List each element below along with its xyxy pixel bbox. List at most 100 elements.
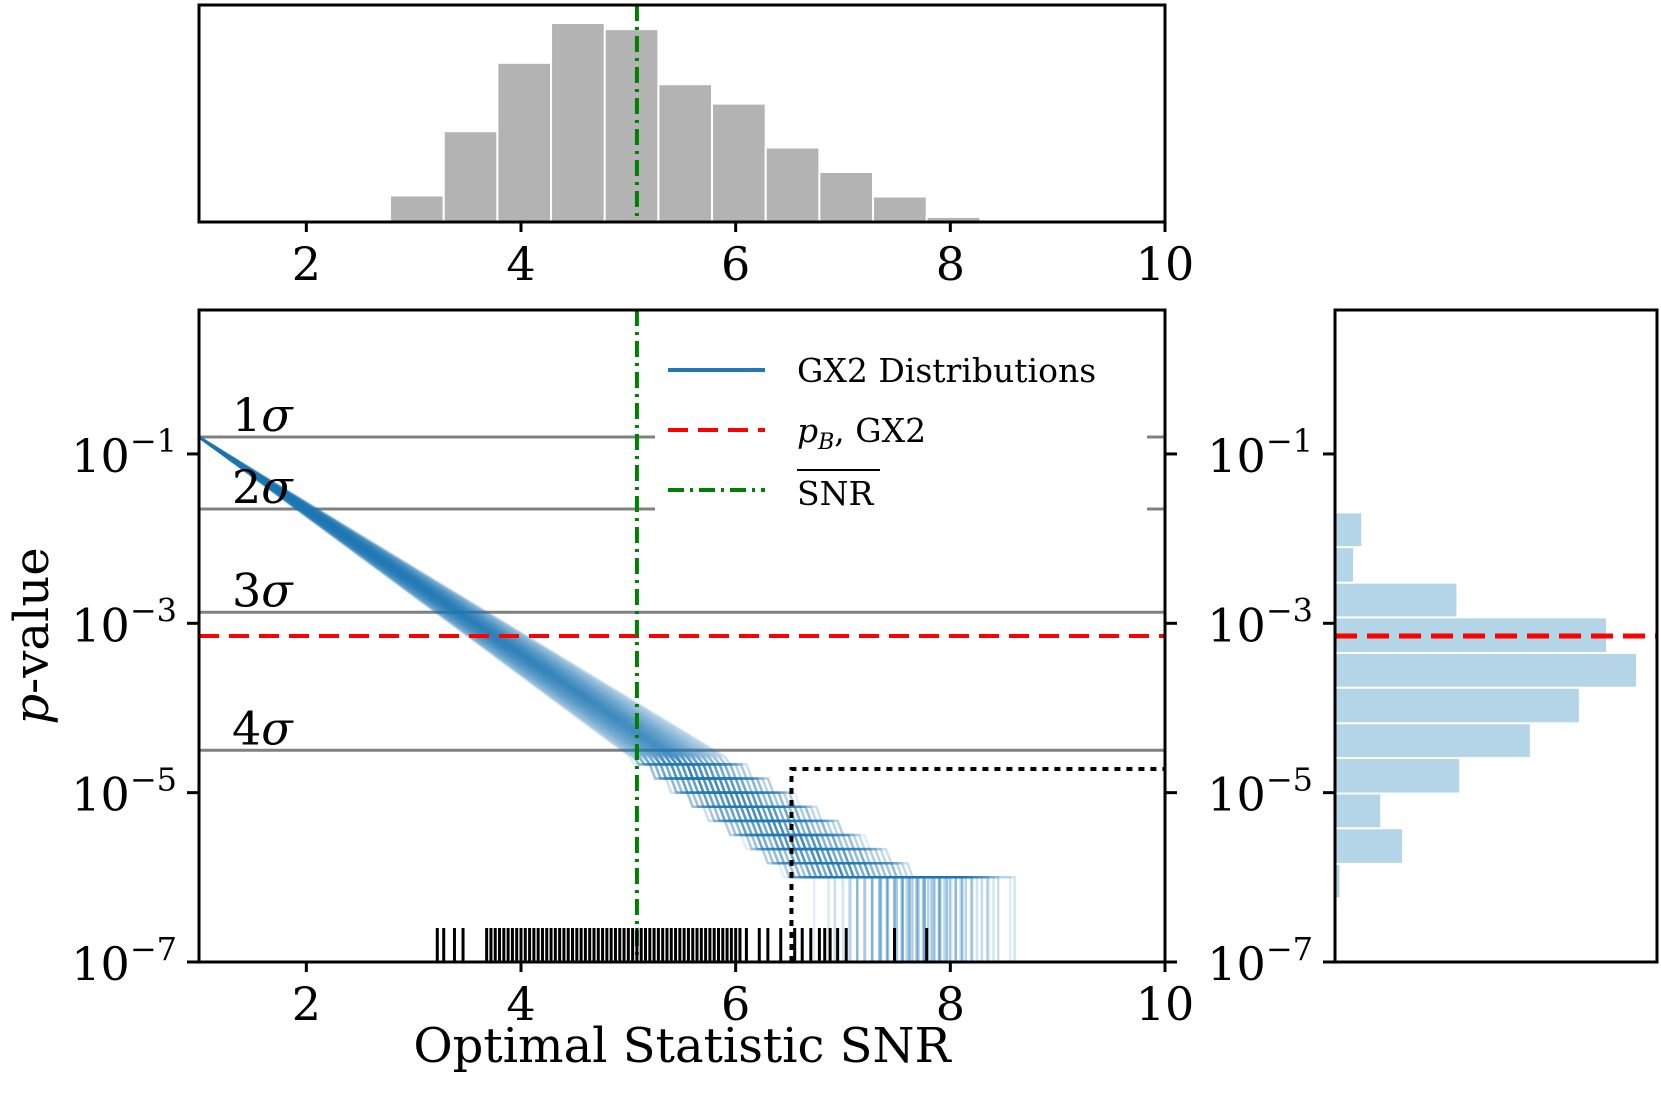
- gx2-curve: [199, 435, 984, 962]
- gx2-curve: [199, 435, 867, 962]
- main-x-tick-label: 8: [936, 977, 965, 1031]
- main-y-tick-label: 10−7: [71, 930, 177, 991]
- gx2-curve: [199, 435, 896, 962]
- right-axes-frame: [1333, 308, 1659, 964]
- right-histogram-bar: [1334, 546, 1356, 584]
- gx2-curve: [199, 435, 859, 962]
- gx2-curve: [199, 435, 946, 962]
- top-histogram-bar: [764, 146, 821, 223]
- gx2-curve: [199, 435, 911, 962]
- gx2-curve: [199, 435, 964, 962]
- top-histogram-bar: [496, 61, 553, 223]
- legend: GX2 Distributions pB, GX2 SNR: [655, 335, 1147, 513]
- sigma-symbol: σ: [261, 460, 294, 514]
- right-y-tick-label: 10−5: [1207, 761, 1313, 822]
- legend-snr-label: SNR: [797, 474, 874, 513]
- gx2-curve: [199, 435, 941, 962]
- sigma-number: 2: [232, 460, 261, 514]
- gx2-curve: [199, 435, 952, 962]
- gx2-curve: [199, 435, 903, 962]
- gx2-curve: [199, 435, 958, 962]
- tick-base: 10: [71, 598, 130, 652]
- main-x-tick-label: 4: [506, 977, 535, 1031]
- gx2-curve: [199, 435, 962, 962]
- gx2-curve: [199, 435, 874, 962]
- y-axis-label: p-value: [4, 547, 60, 724]
- gx2-curve: [199, 435, 925, 962]
- gx2-curve: [199, 435, 919, 962]
- gx2-curve: [199, 435, 936, 962]
- gx2-curve: [199, 435, 909, 962]
- gx2-curve: [199, 435, 995, 962]
- gx2-curve: [199, 435, 933, 962]
- gx2-curve: [199, 435, 816, 962]
- main-y-tick-label: 10−3: [71, 591, 177, 652]
- gx2-curve: [199, 435, 851, 962]
- top-x-tick-label: 4: [506, 237, 535, 291]
- gx2-curve: [199, 435, 991, 962]
- gx2-curve: [199, 435, 889, 962]
- gx2-curve: [199, 435, 941, 962]
- legend-gx2-label: GX2 Distributions: [797, 351, 1096, 390]
- right-histogram-bar: [1334, 511, 1364, 549]
- top-histogram-panel: 2 4 6 8 10: [197, 3, 1195, 291]
- gx2-curve: [199, 435, 1000, 962]
- legend-mask: [655, 335, 1147, 513]
- snr-rug-marks: [435, 928, 929, 962]
- gx2-curve: [199, 435, 853, 962]
- gx2-curve: [199, 435, 898, 962]
- top-histogram-bar: [389, 194, 445, 223]
- top-x-tick-label: 8: [936, 237, 965, 291]
- y-label-p: p: [4, 694, 60, 725]
- right-histogram-bar: [1334, 651, 1638, 689]
- tick-base: 10: [71, 429, 130, 483]
- gx2-curve: [199, 435, 845, 962]
- gx2-curve: [199, 435, 989, 962]
- x-axis-label: Optimal Statistic SNR: [413, 1018, 952, 1074]
- tick-exponent: −1: [130, 422, 177, 460]
- gx2-curve: [199, 435, 882, 962]
- top-histogram-bar: [711, 102, 767, 223]
- tick-base: 10: [1207, 937, 1266, 991]
- main-y-tick-label: 10−5: [71, 761, 177, 822]
- gx2-curve: [199, 435, 874, 962]
- tick-exponent: −5: [1266, 761, 1313, 799]
- sigma-symbol: σ: [261, 563, 294, 617]
- right-histogram-bar: [1334, 827, 1405, 865]
- tick-exponent: −3: [130, 591, 177, 629]
- sigma-number: 3: [232, 563, 261, 617]
- gx2-curve: [199, 435, 914, 962]
- gx2-curve: [199, 435, 968, 962]
- gx2-curve: [199, 435, 930, 962]
- right-histogram-bar: [1334, 792, 1383, 830]
- legend-pb-rest: , GX2: [834, 411, 926, 450]
- main-y-ticks: 10−110−310−510−7: [71, 422, 1177, 991]
- top-axes-frame: [197, 3, 1167, 224]
- gx2-curve: [199, 435, 866, 962]
- tick-base: 10: [1207, 598, 1266, 652]
- top-histogram-bar: [603, 28, 660, 223]
- tick-base: 10: [71, 937, 130, 991]
- right-histogram-bar: [1334, 756, 1462, 795]
- gx2-distribution-curves: [199, 435, 1016, 962]
- top-x-ticks: 2 4 6 8 10: [292, 222, 1195, 291]
- legend-pb-label: pB, GX2: [797, 411, 926, 455]
- sigma-symbol: σ: [261, 701, 294, 755]
- tick-base: 10: [71, 768, 130, 822]
- main-x-tick-label: 10: [1136, 977, 1195, 1031]
- sigma-label: 1σ: [232, 388, 294, 442]
- gx2-curve: [199, 435, 953, 962]
- gx2-curve: [199, 435, 890, 962]
- threshold-dotted-line: [789, 766, 1165, 962]
- top-x-tick-label: 10: [1136, 237, 1195, 291]
- main-x-ticks: 2 4 6 8 10: [292, 962, 1195, 1031]
- right-histogram-panel: 10−110−310−510−7: [1207, 308, 1659, 991]
- right-histogram-bar: [1334, 722, 1532, 759]
- gx2-curve: [199, 435, 1016, 962]
- top-histogram-bar: [872, 195, 928, 224]
- sigma-label: 3σ: [232, 563, 294, 617]
- tick-exponent: −3: [1266, 591, 1313, 629]
- tick-exponent: −7: [130, 930, 177, 968]
